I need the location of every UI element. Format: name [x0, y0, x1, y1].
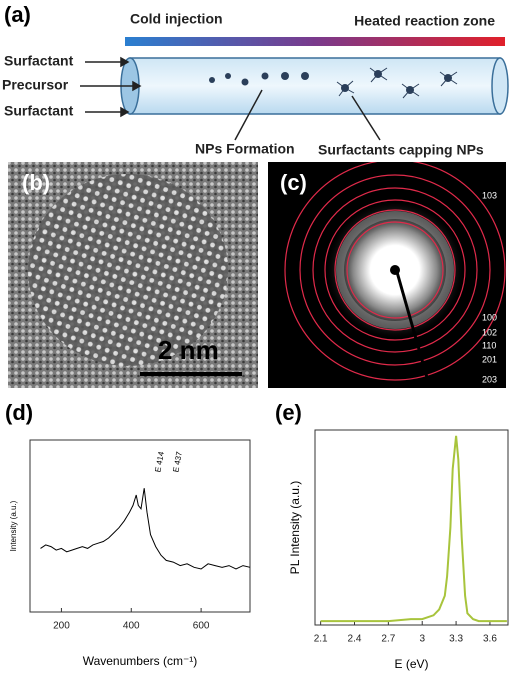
x-tick-label: 3.6 — [483, 634, 497, 645]
rings — [284, 162, 506, 388]
ring-label: 102 — [482, 327, 497, 337]
charts: (d) 200 400 600 Wavenumbers (cm⁻¹) Intensity … — [5, 400, 509, 671]
plot-frame — [29, 439, 251, 613]
ligands — [336, 67, 458, 99]
tube — [129, 57, 501, 115]
x-axis-label: E (eV) — [394, 657, 428, 671]
ring-label: 110 — [482, 340, 496, 350]
ring-label: 203 — [482, 374, 497, 384]
tube-end — [491, 57, 509, 115]
ring-label: 201 — [482, 354, 497, 364]
panel-label: (a) — [4, 2, 31, 27]
panel-label: (e) — [275, 400, 302, 425]
x-tick-label: 3.3 — [449, 634, 463, 645]
panel-label: (d) — [5, 400, 33, 425]
gradient-end: Heated reaction zone — [354, 13, 495, 29]
scale-label: 2 nm — [158, 335, 219, 365]
input-label: Precursor — [2, 77, 69, 93]
x-tick-label: 3 — [419, 634, 425, 645]
annotation: Surfactants capping NPs — [318, 142, 484, 158]
input-label: Surfactant — [4, 103, 74, 119]
y-axis-label: PL Intensity (a.u.) — [288, 481, 302, 575]
peak-label: E 437 — [171, 450, 184, 473]
x-tick-label: 600 — [193, 621, 210, 632]
plot-frame — [314, 429, 509, 626]
gradient-bar — [125, 37, 505, 46]
annotation: NPs Formation — [195, 141, 295, 157]
x-tick-label: 200 — [53, 621, 70, 632]
gradient-start: Cold injection — [130, 11, 223, 27]
ring-labels: 103 100 102 110 201 203 — [482, 190, 497, 384]
ring-label: 103 — [482, 190, 497, 200]
x-tick-label: 2.4 — [348, 634, 362, 645]
arrows — [80, 56, 381, 141]
y-axis-label: Intensity (a.u.) — [9, 500, 18, 551]
panel-label: (b) — [22, 170, 50, 195]
peak-label: E 414 — [153, 450, 166, 473]
nanocrystal — [28, 174, 228, 366]
data-line — [320, 435, 507, 623]
x-tick-label: 400 — [123, 621, 140, 632]
data-line — [40, 488, 251, 570]
x-tick-label: 2.1 — [314, 634, 328, 645]
x-axis-label: Wavenumbers (cm⁻¹) — [83, 654, 198, 668]
x-tick-label: 2.7 — [381, 634, 395, 645]
scale-bar — [140, 372, 242, 376]
ring-label: 100 — [482, 312, 497, 322]
panel-label: (c) — [280, 170, 307, 195]
input-label: Surfactant — [4, 53, 74, 69]
